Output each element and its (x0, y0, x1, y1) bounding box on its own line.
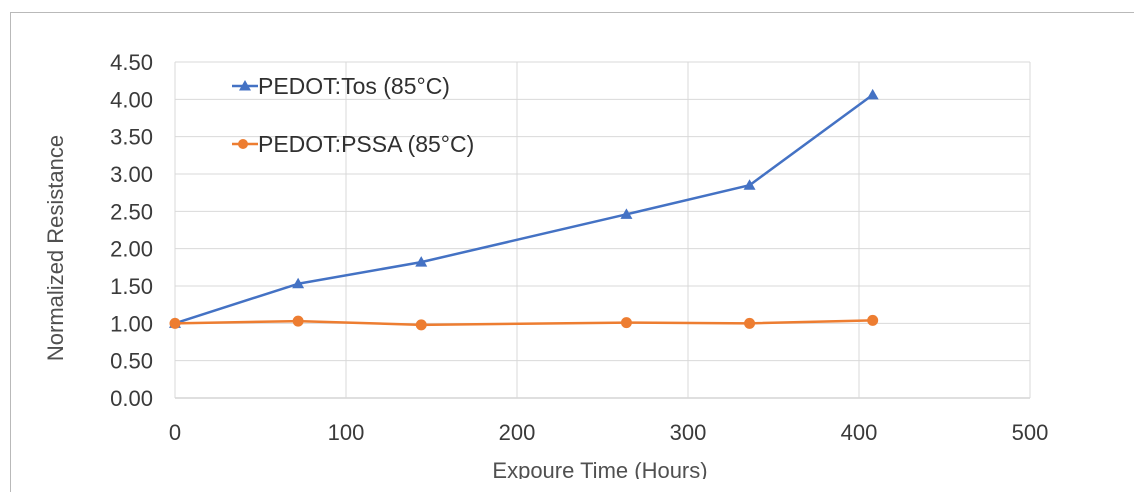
y-tick-label: 1.50 (110, 274, 153, 299)
y-axis-title: Normalized Resistance (43, 135, 68, 361)
x-tick-label: 300 (670, 420, 707, 445)
y-tick-label: 1.00 (110, 311, 153, 336)
legend-marker-tos (239, 80, 251, 91)
series-line (174, 93, 874, 325)
data-point (867, 314, 879, 326)
x-tick-label: 500 (1012, 420, 1049, 445)
x-tick-label: 0 (169, 420, 181, 445)
series-layer (169, 88, 879, 331)
legend-label-pssa: PEDOT:PSSA (85°C) (258, 131, 474, 157)
data-point (292, 315, 304, 327)
x-tick-label: 400 (841, 420, 878, 445)
y-tick-label: 3.00 (110, 162, 153, 187)
data-point (415, 319, 427, 331)
y-tick-label: 2.50 (110, 199, 153, 224)
chart-frame (10, 12, 1134, 492)
series-0 (169, 88, 879, 328)
data-point (620, 208, 633, 219)
y-tick-label: 3.50 (110, 125, 153, 150)
x-axis-title: Expoure Time (Hours) (492, 458, 707, 479)
x-tick-label: 200 (499, 420, 536, 445)
legend-label-tos: PEDOT:Tos (85°C) (258, 73, 450, 99)
y-tick-label: 2.00 (110, 237, 153, 262)
y-tick-label: 4.50 (110, 50, 153, 75)
data-point (620, 317, 632, 329)
data-point (744, 317, 756, 329)
x-tick-label: 100 (328, 420, 365, 445)
line-chart: 0.00 0.50 1.00 1.50 2.00 2.50 3.00 3.50 4.00 4.50… (43, 50, 1048, 479)
legend: PEDOT:Tos (85°C) PEDOT:PSSA (85°C) (232, 73, 474, 157)
data-point (169, 317, 181, 329)
y-tick-label: 4.00 (110, 87, 153, 112)
data-point (292, 277, 305, 289)
y-tick-label: 0.50 (110, 349, 153, 374)
legend-item-tos: PEDOT:Tos (85°C) (232, 73, 450, 99)
tick-labels: 0.00 0.50 1.00 1.50 2.00 2.50 3.00 3.50 4.00 4.50… (110, 50, 1048, 445)
data-point (415, 256, 428, 267)
data-point (866, 88, 879, 100)
data-point (743, 179, 756, 190)
series-line (174, 319, 873, 327)
y-tick-label: 0.00 (110, 386, 153, 411)
gridlines (174, 61, 1031, 399)
series-1 (169, 314, 879, 331)
legend-marker-pssa (238, 139, 248, 149)
legend-item-pssa: PEDOT:PSSA (85°C) (232, 131, 474, 157)
